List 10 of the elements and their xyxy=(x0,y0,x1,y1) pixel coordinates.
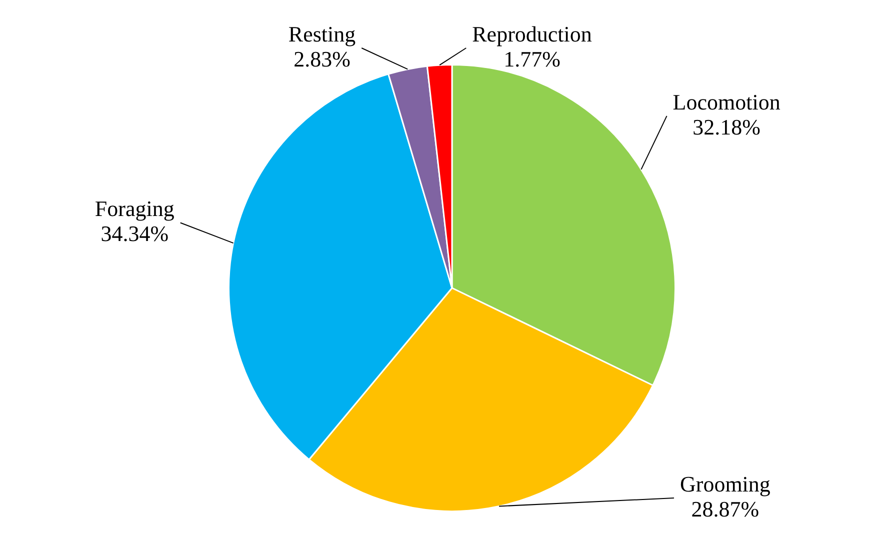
slice-label: Reproduction xyxy=(472,21,592,46)
slice-label: Grooming xyxy=(680,471,770,496)
data-label: 28.87% xyxy=(691,496,760,522)
data-label: 34.34% xyxy=(100,221,169,246)
slice-label: Resting xyxy=(288,21,356,46)
slice-label: Locomotion xyxy=(672,89,780,114)
data-label: 1.77% xyxy=(504,46,560,72)
data-label: 2.83% xyxy=(294,46,350,72)
slice-label: Foraging xyxy=(94,196,174,222)
data-label: 32.18% xyxy=(692,114,760,140)
